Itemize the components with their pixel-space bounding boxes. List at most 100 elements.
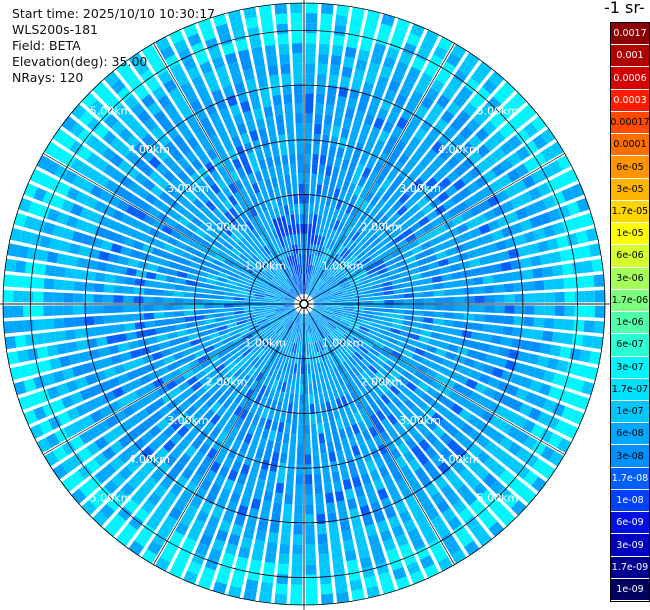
ray-bin xyxy=(230,19,244,33)
ray-bin xyxy=(235,382,245,393)
ray-bin xyxy=(308,323,312,334)
ray-bin xyxy=(228,182,239,195)
ray-bin xyxy=(375,371,386,382)
ray-bin xyxy=(217,349,228,359)
ray-bin xyxy=(288,352,294,363)
ray-bin xyxy=(498,469,514,485)
ray-bin xyxy=(267,532,279,544)
ray-bin xyxy=(136,408,150,421)
ray-bin xyxy=(66,341,78,353)
ray-bin xyxy=(273,390,281,401)
ray-bin xyxy=(313,304,325,306)
ray-bin xyxy=(413,387,426,399)
ray-bin xyxy=(157,499,172,514)
ray-bin xyxy=(439,385,452,397)
ray-bin xyxy=(207,273,218,281)
ray-bin xyxy=(184,150,197,163)
ray-bin xyxy=(33,291,44,303)
ray-bin xyxy=(268,166,277,178)
ray-bin xyxy=(217,165,228,178)
colorbar-level: 0.001 xyxy=(611,45,649,68)
ray-bin xyxy=(222,409,233,422)
ray-bin xyxy=(327,278,337,287)
ray-bin xyxy=(181,127,194,141)
ray-bin xyxy=(382,285,394,291)
ray-bin xyxy=(102,130,117,145)
ray-bin xyxy=(459,126,474,140)
ray-bin xyxy=(476,434,490,449)
ray-bin xyxy=(305,33,317,44)
ray-bin xyxy=(414,467,427,481)
ray-bin xyxy=(182,209,195,221)
ray-bin xyxy=(437,191,450,203)
ray-bin xyxy=(157,523,173,538)
ray-bin xyxy=(340,318,351,325)
ray-bin xyxy=(98,215,112,228)
ray-bin xyxy=(174,374,186,386)
ray-bin xyxy=(378,130,390,143)
ray-bin xyxy=(94,326,106,336)
ray-bin xyxy=(459,338,471,348)
ray-bin xyxy=(406,32,421,47)
ray-bin xyxy=(311,332,317,343)
ray-bin xyxy=(247,353,257,364)
ray-bin xyxy=(119,175,133,189)
ray-bin xyxy=(265,439,274,452)
ray-bin xyxy=(384,89,397,102)
ray-bin xyxy=(259,395,268,407)
ray-bin xyxy=(112,386,125,399)
ray-bin xyxy=(212,207,223,219)
ray-bin xyxy=(207,369,218,380)
ray-bin xyxy=(326,369,333,381)
ray-bin xyxy=(284,305,295,308)
ray-bin xyxy=(110,456,125,471)
ray-bin xyxy=(381,418,392,430)
ray-bin xyxy=(400,464,413,478)
ray-bin xyxy=(452,382,465,394)
ray-bin xyxy=(536,355,550,368)
ray-bin xyxy=(292,53,303,64)
ray-bin xyxy=(223,259,235,268)
ray-bin xyxy=(373,259,385,268)
ray-bin xyxy=(365,523,378,537)
ray-bin xyxy=(247,279,259,286)
ray-bin xyxy=(447,515,462,531)
ray-bin xyxy=(359,385,369,397)
ray-bin xyxy=(344,488,355,501)
ray-bin xyxy=(380,249,391,259)
ray-bin xyxy=(267,377,275,389)
ray-bin xyxy=(258,469,268,481)
ray-bin xyxy=(263,300,275,303)
ray-bin xyxy=(343,447,353,459)
ray-bin xyxy=(401,325,412,332)
ray-bin xyxy=(13,290,24,303)
ray-bin xyxy=(419,38,435,53)
ray-bin xyxy=(218,272,229,279)
ray-bin xyxy=(53,318,65,329)
ray-bin xyxy=(183,304,194,310)
ray-bin xyxy=(349,380,359,391)
nrays-text: NRays: 120 xyxy=(12,70,84,85)
ray-bin xyxy=(19,230,33,244)
ray-bin xyxy=(116,199,130,212)
ray-bin xyxy=(536,240,550,253)
ray-bin xyxy=(245,263,256,271)
ray-bin xyxy=(249,466,259,479)
ray-bin xyxy=(462,321,474,330)
ray-bin xyxy=(336,386,345,398)
ray-bin xyxy=(326,323,336,331)
ray-bin xyxy=(222,226,233,237)
ray-bin xyxy=(6,243,20,257)
ray-bin xyxy=(222,186,233,199)
ray-bin xyxy=(203,309,215,314)
ray-bin xyxy=(263,561,276,574)
ray-bin xyxy=(362,451,373,463)
ray-bin xyxy=(534,305,545,316)
ray-bin xyxy=(357,132,368,145)
ray-bin xyxy=(434,204,447,216)
ray-bin xyxy=(305,63,316,74)
ray-bin xyxy=(380,581,396,595)
ray-bin xyxy=(418,335,430,344)
ray-bin xyxy=(134,468,149,482)
ray-bin xyxy=(169,386,182,398)
